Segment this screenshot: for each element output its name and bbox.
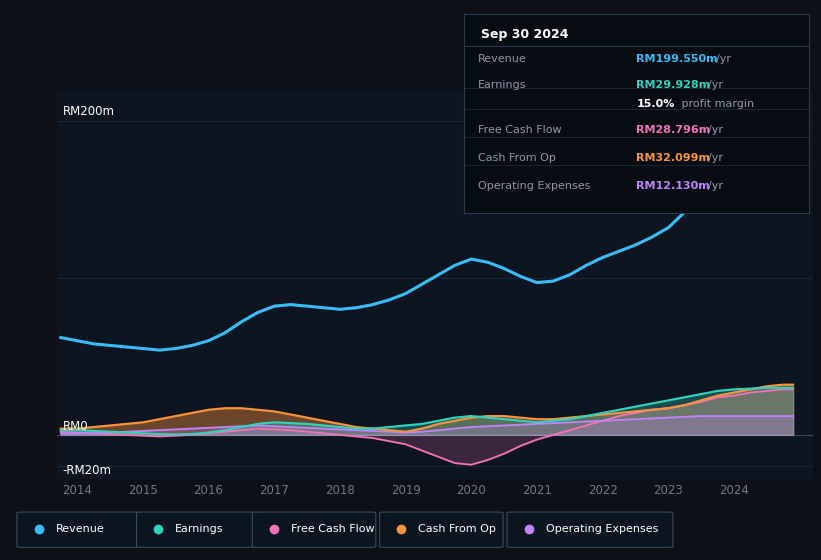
FancyBboxPatch shape [379,512,503,547]
FancyBboxPatch shape [507,512,673,547]
Text: /yr: /yr [708,153,723,163]
Text: Cash From Op: Cash From Op [418,524,496,534]
Text: RM0: RM0 [62,421,89,433]
Text: /yr: /yr [708,80,723,90]
Text: Earnings: Earnings [478,80,526,90]
Text: 15.0%: 15.0% [636,100,675,110]
Text: RM32.099m: RM32.099m [636,153,710,163]
Text: Earnings: Earnings [175,524,223,534]
Text: Cash From Op: Cash From Op [478,153,556,163]
Text: RM28.796m: RM28.796m [636,125,710,136]
Text: Revenue: Revenue [56,524,104,534]
FancyBboxPatch shape [17,512,140,547]
Text: Operating Expenses: Operating Expenses [546,524,658,534]
Text: /yr: /yr [716,54,731,64]
Text: profit margin: profit margin [677,100,754,110]
Text: Revenue: Revenue [478,54,526,64]
Text: Sep 30 2024: Sep 30 2024 [481,28,569,41]
Text: RM199.550m: RM199.550m [636,54,718,64]
Text: -RM20m: -RM20m [62,464,112,477]
Text: RM12.130m: RM12.130m [636,181,710,191]
Text: RM200m: RM200m [62,105,115,118]
Text: /yr: /yr [708,125,723,136]
Text: Free Cash Flow: Free Cash Flow [291,524,374,534]
FancyBboxPatch shape [136,512,260,547]
FancyBboxPatch shape [252,512,376,547]
Text: RM29.928m: RM29.928m [636,80,710,90]
Text: Free Cash Flow: Free Cash Flow [478,125,562,136]
Text: Operating Expenses: Operating Expenses [478,181,590,191]
Text: /yr: /yr [708,181,723,191]
